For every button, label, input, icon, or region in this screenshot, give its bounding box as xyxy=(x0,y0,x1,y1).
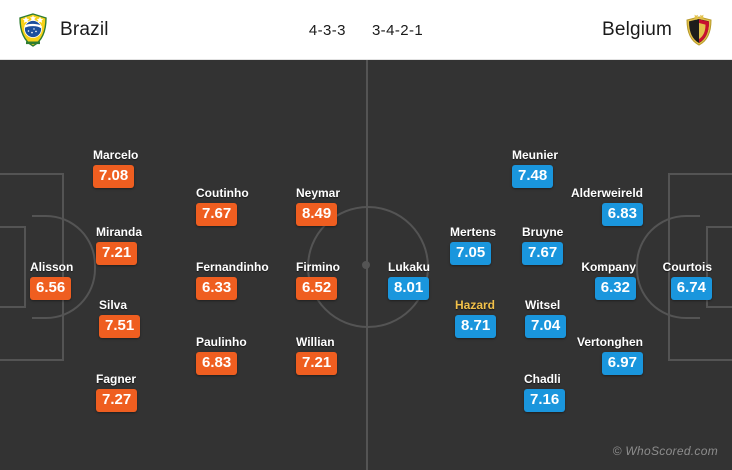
player-card[interactable]: Courtois 6.74 xyxy=(663,260,712,300)
player-card[interactable]: Mertens 7.05 xyxy=(450,225,496,265)
player-rating[interactable]: 6.52 xyxy=(296,277,338,300)
player-name: Meunier xyxy=(512,148,559,162)
player-card[interactable]: Bruyne 7.67 xyxy=(522,225,563,265)
player-card[interactable]: Coutinho 7.67 xyxy=(196,186,249,226)
player-card[interactable]: Fagner 7.27 xyxy=(96,372,138,412)
watermark: © WhoScored.com xyxy=(612,444,718,458)
player-card[interactable]: Marcelo 7.08 xyxy=(93,148,138,188)
player-card[interactable]: Firmino 6.52 xyxy=(296,260,340,300)
player-rating[interactable]: 6.74 xyxy=(670,277,712,300)
player-rating[interactable]: 6.56 xyxy=(30,277,72,300)
formations: 4-3-3 3-4-2-1 xyxy=(0,0,732,60)
player-rating[interactable]: 8.01 xyxy=(388,277,430,300)
player-rating[interactable]: 7.16 xyxy=(524,389,566,412)
player-name: Witsel xyxy=(525,298,561,312)
player-rating[interactable]: 6.83 xyxy=(196,352,238,375)
player-name: Neymar xyxy=(296,186,341,200)
player-name: Willian xyxy=(296,335,335,349)
player-name: Firmino xyxy=(296,260,340,274)
player-rating[interactable]: 6.97 xyxy=(601,352,643,375)
player-rating[interactable]: 7.05 xyxy=(450,242,492,265)
pitch: Alisson 6.56 Marcelo 7.08 Miranda 7.21 Silva 7.… xyxy=(0,60,732,470)
player-card[interactable]: Witsel 7.04 xyxy=(525,298,567,338)
player-rating[interactable]: 7.48 xyxy=(512,165,554,188)
away-formation[interactable]: 3-4-2-1 xyxy=(371,21,424,39)
player-card[interactable]: Alderweireld 6.83 xyxy=(571,186,643,226)
player-card[interactable]: Fernandinho 6.33 xyxy=(196,260,269,300)
brazil-crest-icon xyxy=(18,13,48,47)
right-penalty-area xyxy=(668,173,732,361)
player-card[interactable]: Lukaku 8.01 xyxy=(388,260,430,300)
player-card[interactable]: Vertonghen 6.97 xyxy=(577,335,643,375)
player-card[interactable]: Kompany 6.32 xyxy=(581,260,636,300)
player-name: Vertonghen xyxy=(576,335,643,349)
player-card[interactable]: Chadli 7.16 xyxy=(524,372,566,412)
player-name: Fernandinho xyxy=(196,260,269,274)
player-rating[interactable]: 6.32 xyxy=(594,277,636,300)
player-card[interactable]: Silva 7.51 xyxy=(99,298,141,338)
player-card[interactable]: Hazard 8.71 xyxy=(455,298,497,338)
player-card[interactable]: Alisson 6.56 xyxy=(30,260,73,300)
player-name: Mertens xyxy=(450,225,497,239)
right-goal-area xyxy=(706,226,732,308)
player-rating[interactable]: 7.67 xyxy=(522,242,564,265)
player-rating[interactable]: 8.71 xyxy=(455,315,497,338)
player-name: Silva xyxy=(99,298,128,312)
home-formation[interactable]: 4-3-3 xyxy=(308,21,346,39)
match-header: Brazil 4-3-3 3-4-2-1 Belgium xyxy=(0,0,732,60)
player-name: Miranda xyxy=(96,225,143,239)
centre-spot xyxy=(362,261,370,269)
away-team-name: Belgium xyxy=(601,19,672,40)
home-team[interactable]: Brazil xyxy=(18,0,109,60)
player-rating[interactable]: 7.51 xyxy=(99,315,141,338)
player-name: Courtois xyxy=(662,260,712,274)
player-name: Chadli xyxy=(524,372,561,386)
player-card[interactable]: Paulinho 6.83 xyxy=(196,335,247,375)
player-name: Marcelo xyxy=(93,148,139,162)
player-name: Hazard xyxy=(455,298,496,312)
player-rating[interactable]: 7.08 xyxy=(93,165,135,188)
player-rating[interactable]: 7.21 xyxy=(96,242,138,265)
centre-circle xyxy=(307,206,429,328)
player-name: Lukaku xyxy=(388,260,431,274)
home-team-name: Brazil xyxy=(60,19,109,40)
player-card[interactable]: Willian 7.21 xyxy=(296,335,338,375)
player-name: Bruyne xyxy=(522,225,564,239)
away-team[interactable]: Belgium xyxy=(602,0,714,60)
player-name: Kompany xyxy=(581,260,636,274)
left-goal-area xyxy=(0,226,26,308)
player-name: Coutinho xyxy=(196,186,249,200)
player-card[interactable]: Miranda 7.21 xyxy=(96,225,142,265)
player-rating[interactable]: 7.67 xyxy=(196,203,238,226)
player-name: Fagner xyxy=(96,372,137,386)
player-rating[interactable]: 7.04 xyxy=(525,315,567,338)
player-rating[interactable]: 8.49 xyxy=(296,203,338,226)
belgium-crest-icon xyxy=(684,13,714,47)
player-rating[interactable]: 6.83 xyxy=(601,203,643,226)
player-name: Alisson xyxy=(30,260,74,274)
player-rating[interactable]: 6.33 xyxy=(196,277,238,300)
left-penalty-area xyxy=(0,173,64,361)
player-name: Paulinho xyxy=(196,335,247,349)
player-rating[interactable]: 7.21 xyxy=(296,352,338,375)
player-card[interactable]: Meunier 7.48 xyxy=(512,148,558,188)
player-name: Alderweireld xyxy=(570,186,643,200)
player-rating[interactable]: 7.27 xyxy=(96,389,138,412)
player-card[interactable]: Neymar 8.49 xyxy=(296,186,340,226)
